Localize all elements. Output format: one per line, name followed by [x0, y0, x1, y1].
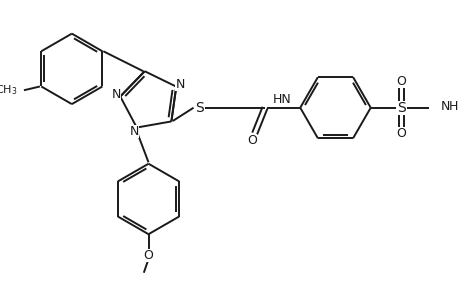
Text: NH$_2$: NH$_2$ — [439, 100, 459, 115]
Text: O: O — [396, 75, 405, 88]
Text: S: S — [396, 101, 405, 115]
Text: O: O — [143, 249, 153, 262]
Text: N: N — [129, 125, 139, 138]
Text: S: S — [195, 101, 203, 115]
Text: CH$_3$: CH$_3$ — [0, 83, 18, 97]
Text: O: O — [247, 134, 257, 147]
Text: N: N — [112, 88, 121, 100]
Text: N: N — [175, 78, 185, 91]
Text: O: O — [396, 127, 405, 140]
Text: HN: HN — [273, 93, 291, 106]
